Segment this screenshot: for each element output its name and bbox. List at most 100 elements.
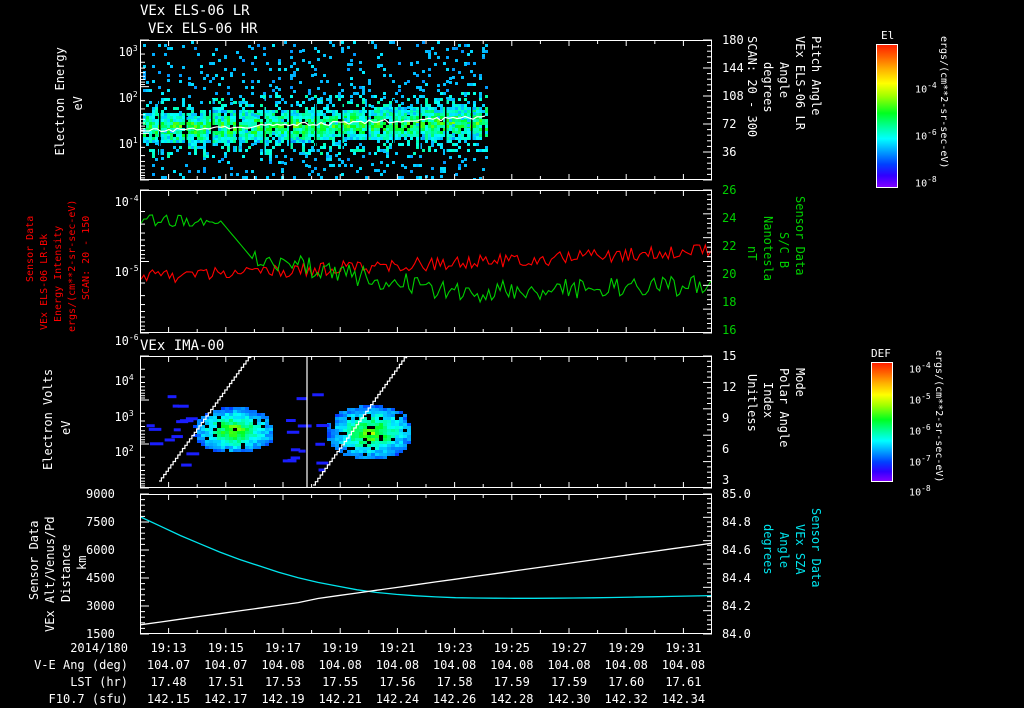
panel2-rtick-24: 24: [722, 211, 737, 225]
table-cell-value: 104.08: [490, 658, 534, 672]
table-cell-value: 17.58: [436, 675, 473, 689]
table-cell-value: 104.08: [604, 658, 648, 672]
panel3-rtick-6: 6: [722, 442, 730, 456]
table-cell-time: 19:21: [379, 641, 416, 655]
panel3-rtick-12: 12: [722, 380, 737, 394]
panel1-title-lr: VEx ELS-06 LR: [140, 3, 250, 19]
table-cell-value: 142.24: [375, 692, 420, 706]
colorbar1-tick-1: 10-6: [915, 128, 937, 143]
table-cell-value: 142.19: [261, 692, 305, 706]
table-cell-value: 17.53: [264, 675, 302, 689]
panel2-rtick-18: 18: [722, 295, 737, 309]
panel3-rtick-15: 15: [722, 349, 737, 363]
table-cell-value: 17.61: [665, 675, 702, 689]
table-cell-value: 142.28: [490, 692, 534, 706]
table-cell-value: 142.34: [661, 692, 706, 706]
panel4-ytick-9000: 9000: [86, 487, 115, 501]
panel3-title: VEx IMA-00: [140, 338, 225, 354]
panel4-ytick-4500: 4500: [86, 571, 115, 585]
table-cell-time: 19:25: [493, 641, 530, 655]
panel4-ytick-1500: 1500: [86, 627, 115, 641]
panel1-rtick-144: 144: [722, 61, 744, 75]
colorbar2-title: DEF: [871, 347, 891, 360]
table-cell-value: 104.08: [432, 658, 477, 672]
panel1-ytick-1000: 103: [118, 44, 138, 59]
table-cell-value: 104.08: [318, 658, 362, 672]
panel-altitude-sza: [140, 494, 712, 634]
table-cell-time: 19:31: [665, 641, 702, 655]
panel4-rtick-840: 84.0: [722, 627, 751, 641]
table-row-label-ve-ang: V-E Ang (deg): [34, 658, 128, 672]
panel3-rtick-9: 9: [722, 411, 730, 425]
panel3-ytick-100: 102: [114, 444, 134, 459]
panel4-rtick-848: 84.8: [722, 515, 751, 529]
panel3-rtick-3: 3: [722, 473, 730, 487]
table-cell-value: 104.08: [375, 658, 420, 672]
table-cell-value: 142.15: [146, 692, 191, 706]
table-cell-time: 19:23: [436, 641, 473, 655]
table-cell-time: 19:27: [550, 641, 588, 655]
table-row-label-date: 2014/180: [70, 641, 128, 655]
table-cell-value: 142.32: [604, 692, 648, 706]
panel4-ytick-6000: 6000: [86, 543, 115, 557]
panel2-ytick-1: 10-5: [114, 264, 139, 279]
table-cell-value: 17.60: [608, 675, 645, 689]
table-cell-value: 104.08: [547, 658, 591, 672]
colorbar2-tick-3: 10-7: [909, 454, 931, 469]
table-cell-value: 104.07: [146, 658, 191, 672]
colorbar1-title: El: [881, 29, 895, 42]
colorbar2-tick-2: 10-6: [909, 423, 931, 438]
panel1-rtick-108: 108: [722, 89, 744, 103]
table-cell-value: 104.08: [661, 658, 706, 672]
panel1-rtick-180: 180: [722, 33, 744, 47]
panel4-rtick-846: 84.6: [722, 543, 751, 557]
colorbar2-tick-0: 10-4: [909, 361, 931, 376]
panel3-ytick-10k: 104: [114, 373, 134, 388]
table-row-label-f107: F10.7 (sfu): [48, 692, 128, 706]
panel-ion-spectrogram: [140, 356, 712, 488]
panel4-ytick-3000: 3000: [86, 599, 115, 613]
table-cell-value: 104.08: [261, 658, 305, 672]
colorbar1-tick-0: 10-4: [915, 81, 937, 96]
panel2-rtick-22: 22: [722, 239, 737, 253]
panel2-rtick-26: 26: [722, 183, 737, 197]
panel1-rtick-72: 72: [722, 117, 737, 131]
panel2-rtick-16: 16: [722, 323, 737, 337]
table-cell-time: 19:29: [608, 641, 645, 655]
table-cell-time: 19:17: [264, 641, 302, 655]
panel4-ytick-7500: 7500: [86, 515, 115, 529]
panel4-rtick-842: 84.2: [722, 599, 751, 613]
table-cell-value: 17.51: [207, 675, 244, 689]
table-cell-time: 19:13: [150, 641, 187, 655]
table-cell-value: 17.56: [379, 675, 416, 689]
table-cell-value: 17.48: [150, 675, 187, 689]
table-cell-value: 17.55: [322, 675, 359, 689]
table-cell-value: 142.21: [318, 692, 362, 706]
table-cell-value: 142.30: [547, 692, 591, 706]
colorbar1-tick-2: 10-8: [915, 175, 937, 190]
table-cell-value: 17.59: [493, 675, 530, 689]
panel-intensity-bfield: [140, 190, 712, 333]
panel2-rtick-20: 20: [722, 267, 737, 281]
colorbar2-tick-1: 10-5: [909, 392, 931, 407]
colorbar2-tick-4: 10-8: [909, 484, 931, 499]
table-cell-time: 19:19: [322, 641, 359, 655]
panel4-rtick-85: 85.0: [722, 487, 751, 501]
panel1-ytick-100: 102: [118, 90, 138, 105]
colorbar1: [876, 44, 898, 188]
table-row-label-lst: LST (hr): [70, 675, 128, 689]
panel4-rtick-844: 84.4: [722, 571, 751, 585]
table-cell-value: 17.59: [550, 675, 588, 689]
table-cell-time: 19:15: [207, 641, 244, 655]
panel1-title-hr: VEx ELS-06 HR: [148, 21, 258, 37]
panel2-ytick-0: 10-4: [114, 194, 139, 209]
panel1-ytick-10: 101: [118, 136, 138, 151]
colorbar2: [871, 362, 893, 482]
table-cell-value: 104.07: [204, 658, 248, 672]
panel3-ytick-1k: 103: [114, 409, 134, 424]
panel1-rtick-36: 36: [722, 145, 737, 159]
table-cell-value: 142.26: [432, 692, 477, 706]
panel-electron-energy-spectrogram: [140, 40, 712, 180]
panel2-ytick-2: 10-6: [114, 333, 139, 348]
